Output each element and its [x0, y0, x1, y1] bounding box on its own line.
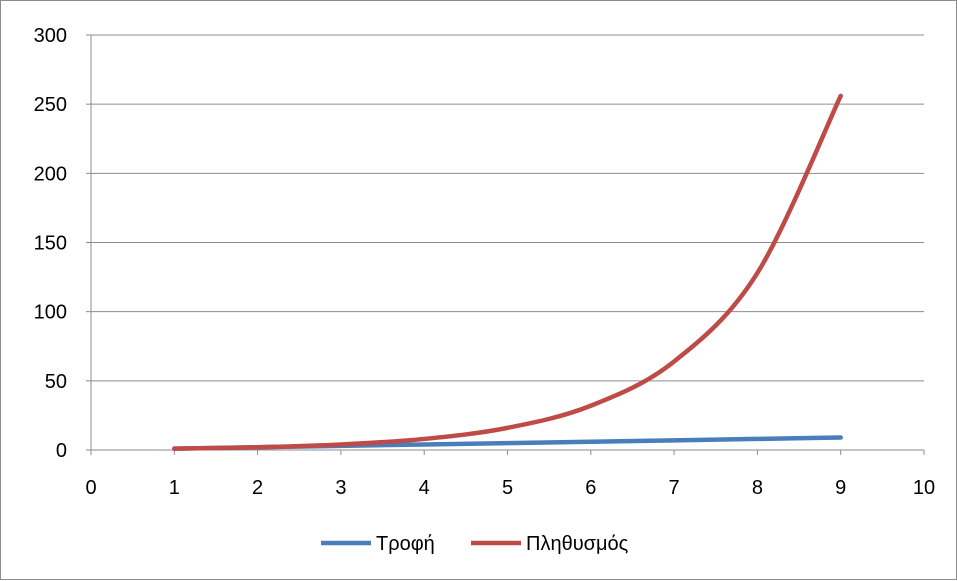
y-tick-label-50: 50 [45, 371, 67, 393]
gridlines [91, 34, 924, 382]
x-tick-label-4: 4 [419, 477, 430, 499]
series-lines [172, 93, 843, 451]
legend-label-0: Τροφή [376, 533, 435, 555]
x-tick-label-3: 3 [335, 477, 346, 499]
x-tick-label-2: 2 [252, 477, 263, 499]
legend: Τροφή Πληθυσμός [321, 533, 629, 555]
legend-label-1: Πληθυσμός [526, 533, 629, 555]
x-tick-label-5: 5 [502, 477, 513, 499]
x-tick-label-7: 7 [669, 477, 680, 499]
y-tick-label-100: 100 [34, 302, 67, 324]
x-tick-labels: 0 1 2 3 4 5 6 7 8 9 10 [85, 477, 935, 499]
y-tick-label-300: 300 [34, 25, 67, 47]
series-line-1 [172, 93, 843, 451]
x-tick-label-8: 8 [752, 477, 763, 499]
axes [86, 34, 925, 455]
y-tick-label-250: 250 [34, 94, 67, 116]
y-tick-labels: 0 50 100 150 200 250 300 [34, 25, 67, 462]
y-tick-label-200: 200 [34, 163, 67, 185]
x-tick-label-10: 10 [913, 477, 935, 499]
x-tick-label-0: 0 [85, 477, 96, 499]
x-tick-label-9: 9 [835, 477, 846, 499]
x-tick-label-6: 6 [585, 477, 596, 499]
x-tick-label-1: 1 [169, 477, 180, 499]
y-tick-label-150: 150 [34, 233, 67, 255]
y-tick-label-0: 0 [56, 440, 67, 462]
